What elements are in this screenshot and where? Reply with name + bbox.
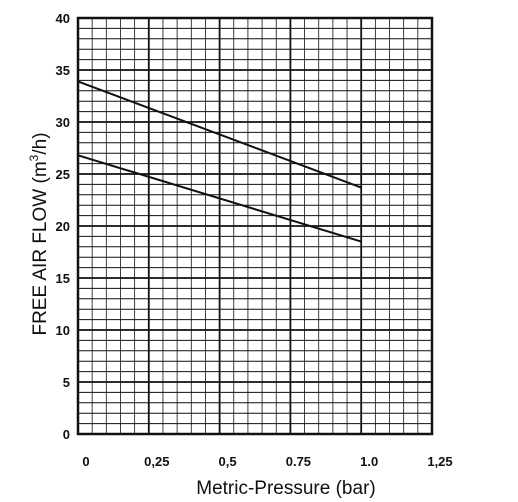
series-line-2	[77, 154, 362, 243]
x-tick-label: 1.0	[360, 454, 378, 469]
series-line-1	[77, 80, 362, 189]
x-tick-label: 1,25	[427, 454, 452, 469]
y-axis-title-suffix: /h)	[30, 132, 51, 154]
y-tick-label: 40	[56, 11, 70, 26]
y-axis-title-prefix: FREE AIR FLOW (m	[30, 161, 51, 335]
tick-labels: 0 0,25 0,5 0.75 1.0 1,25 0 5 10 15 20 25 30 35 40	[56, 11, 453, 469]
series-lines	[77, 80, 362, 243]
y-tick-label: 0	[63, 427, 70, 442]
y-tick-label: 30	[56, 115, 70, 130]
x-axis-title: Metric-Pressure (bar)	[196, 478, 375, 499]
x-tick-label: 0,5	[219, 454, 237, 469]
plot-frame	[76, 16, 434, 436]
y-axis-title: FREE AIR FLOW (m3/h)	[27, 132, 51, 335]
y-tick-label: 25	[56, 167, 70, 182]
y-tick-label: 10	[56, 323, 70, 338]
y-tick-label: 35	[56, 63, 70, 78]
x-tick-label: 0	[82, 454, 89, 469]
y-tick-label: 20	[56, 219, 70, 234]
y-axis-title-superscript: 3	[27, 154, 41, 161]
x-tick-label: 0,25	[144, 454, 169, 469]
x-tick-label: 0.75	[286, 454, 311, 469]
y-tick-label: 15	[56, 271, 70, 286]
grid-lines	[78, 18, 432, 434]
y-tick-label: 5	[63, 375, 70, 390]
